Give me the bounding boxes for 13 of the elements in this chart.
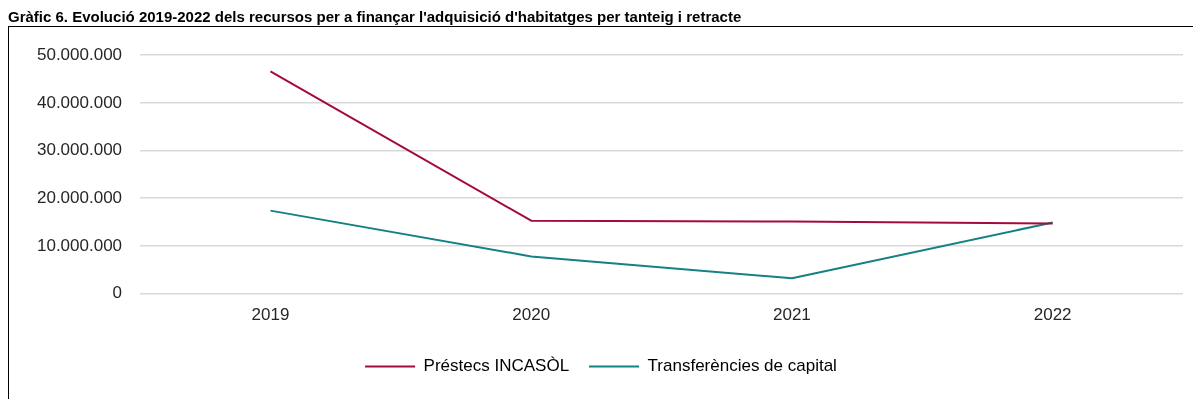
legend-label: Préstecs INCASÒL xyxy=(423,356,570,376)
chart-title: Gràfic 6. Evolució 2019-2022 dels recursos per a finançar l'adquisició d'habitatges per tanteig i retracte xyxy=(8,8,743,26)
y-tick-label: 40.000.000 xyxy=(36,92,123,112)
y-tick-label: 10.000.000 xyxy=(36,235,123,255)
y-tick-label: 30.000.000 xyxy=(36,140,123,160)
x-tick-label: 2019 xyxy=(251,305,290,325)
x-tick-label: 2020 xyxy=(512,305,551,325)
x-tick-label: 2021 xyxy=(772,305,811,325)
x-tick-label: 2022 xyxy=(1033,305,1072,325)
y-tick-label: 50.000.000 xyxy=(36,44,123,64)
legend-label: Transferències de capital xyxy=(647,356,837,376)
y-tick-label: 0 xyxy=(112,283,123,303)
y-tick-label: 20.000.000 xyxy=(36,187,123,207)
